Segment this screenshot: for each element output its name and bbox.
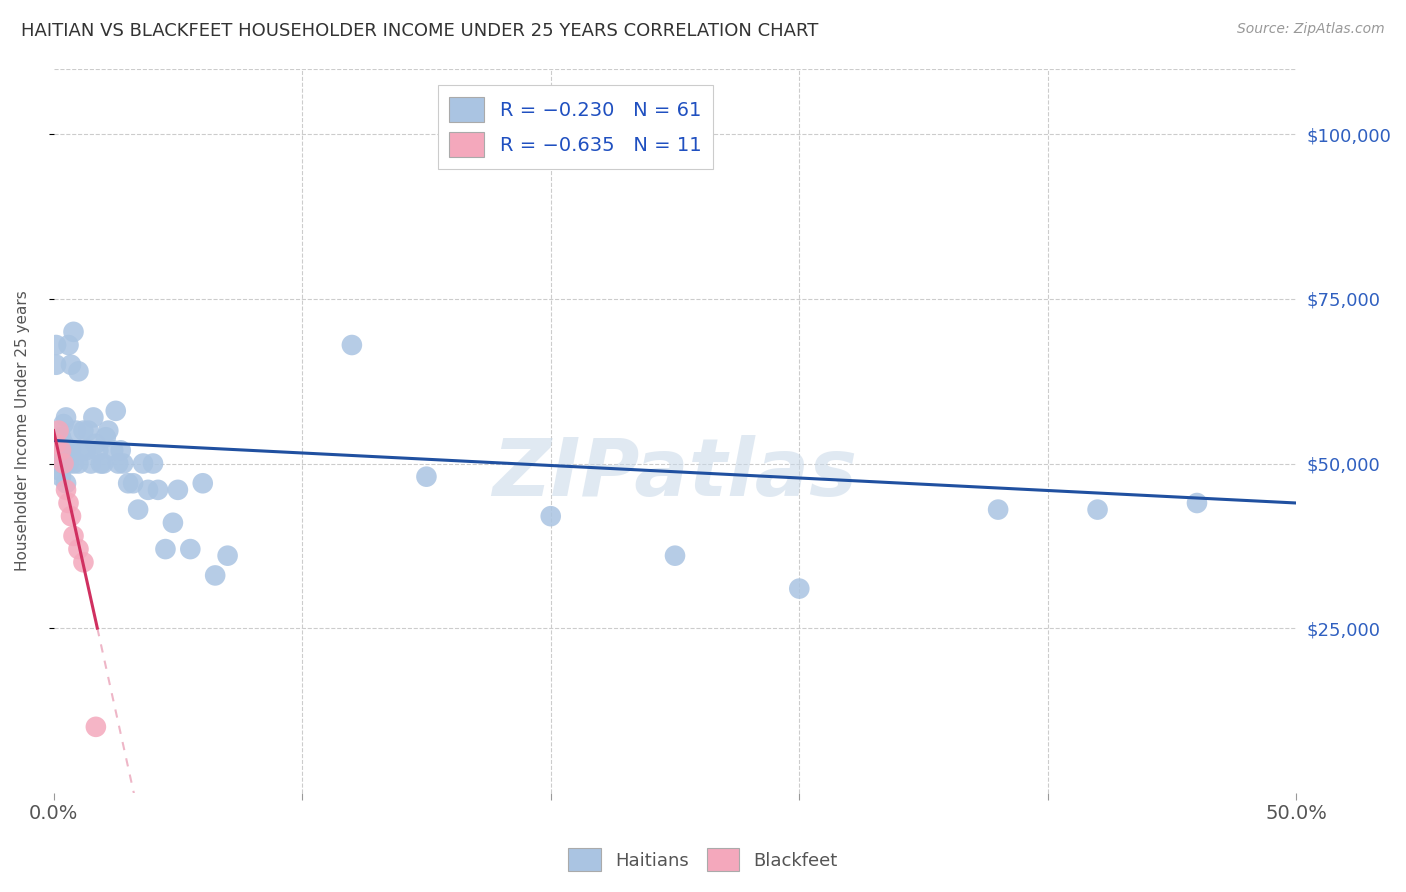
Point [67, 457, 90, 471]
Point [80, 457, 103, 471]
Text: ZIPatlas: ZIPatlas [492, 435, 858, 513]
Legend: R = −0.230   N = 61, R = −0.635   N = 11: R = −0.230 N = 61, R = −0.635 N = 11 [437, 86, 713, 169]
Point [49, 469, 72, 483]
Point [340, 338, 363, 352]
Text: Source: ZipAtlas.com: Source: ZipAtlas.com [1237, 22, 1385, 37]
Point [58, 496, 80, 510]
Point [65, 424, 87, 438]
Point [52, 417, 75, 431]
Point [60, 509, 83, 524]
Point [112, 457, 135, 471]
Point [45, 338, 67, 352]
Point [60, 358, 83, 372]
Point [60, 443, 83, 458]
Point [49, 450, 72, 464]
Point [94, 430, 117, 444]
Point [155, 542, 177, 557]
Point [49, 430, 72, 444]
Point [107, 457, 129, 471]
Point [62, 325, 84, 339]
Point [55, 483, 77, 497]
Text: HAITIAN VS BLACKFEET HOUSEHOLDER INCOME UNDER 25 YEARS CORRELATION CHART: HAITIAN VS BLACKFEET HOUSEHOLDER INCOME … [21, 22, 818, 40]
Point [48, 424, 70, 438]
Point [52, 457, 75, 471]
Point [90, 457, 112, 471]
Point [70, 443, 93, 458]
Point [664, 549, 686, 563]
Point [110, 443, 132, 458]
Point [217, 549, 239, 563]
Point [987, 502, 1010, 516]
Point [87, 443, 110, 458]
Point [75, 443, 97, 458]
Point [162, 516, 184, 530]
Point [104, 404, 127, 418]
Point [72, 424, 94, 438]
Point [77, 424, 100, 438]
Point [84, 720, 107, 734]
Point [167, 483, 190, 497]
Point [191, 476, 214, 491]
Point [45, 436, 67, 450]
Point [62, 457, 84, 471]
Point [55, 410, 77, 425]
Point [146, 483, 169, 497]
Point [55, 443, 77, 458]
Point [179, 542, 201, 557]
Point [103, 443, 125, 458]
Point [787, 582, 810, 596]
Point [52, 457, 75, 471]
Legend: Haitians, Blackfeet: Haitians, Blackfeet [561, 841, 845, 879]
Point [49, 443, 72, 458]
Point [45, 358, 67, 372]
Point [132, 457, 155, 471]
Point [97, 424, 120, 438]
Point [142, 457, 165, 471]
Point [72, 555, 94, 569]
Point [82, 410, 104, 425]
Point [204, 568, 226, 582]
Point [58, 338, 80, 352]
Point [55, 476, 77, 491]
Point [415, 469, 437, 483]
Point [67, 542, 90, 557]
Point [127, 502, 149, 516]
Point [58, 457, 80, 471]
Point [52, 436, 75, 450]
Point [48, 463, 70, 477]
Point [1087, 502, 1109, 516]
Y-axis label: Householder Income Under 25 years: Householder Income Under 25 years [15, 290, 30, 571]
Point [1185, 496, 1208, 510]
Point [67, 364, 90, 378]
Point [48, 443, 70, 458]
Point [62, 529, 84, 543]
Point [117, 476, 139, 491]
Point [136, 483, 159, 497]
Point [540, 509, 562, 524]
Point [122, 476, 145, 491]
Point [84, 436, 107, 450]
Point [91, 457, 114, 471]
